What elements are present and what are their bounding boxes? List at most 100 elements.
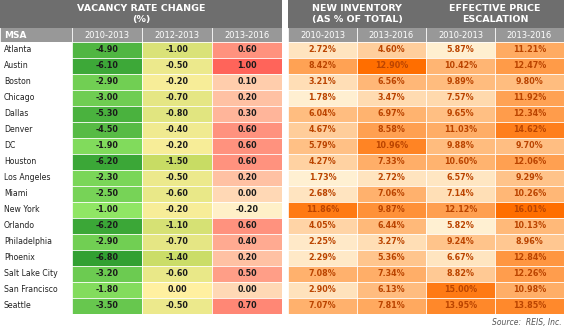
Bar [357,74,426,90]
Text: 6.57%: 6.57% [447,173,474,183]
Bar [495,250,564,266]
Text: Salt Lake City: Salt Lake City [4,270,58,278]
Bar [0,122,72,138]
Bar [426,106,495,122]
Text: 10.98%: 10.98% [513,286,546,294]
Text: -0.70: -0.70 [166,238,188,246]
Text: 0.40: 0.40 [237,238,257,246]
Text: Austin: Austin [4,62,29,70]
Bar [0,90,72,106]
Text: 12.06%: 12.06% [513,157,546,167]
Bar [212,28,282,42]
Text: -0.20: -0.20 [165,78,188,86]
Bar [495,154,564,170]
Text: -3.20: -3.20 [96,270,118,278]
Text: 2.29%: 2.29% [308,254,336,262]
Text: 5.82%: 5.82% [447,221,474,230]
Bar [0,28,72,42]
Bar [0,170,72,186]
Bar [142,154,212,170]
Bar [142,58,212,74]
Bar [142,106,212,122]
Text: 2013-2016: 2013-2016 [507,31,552,39]
Text: 15.00%: 15.00% [444,286,477,294]
Text: 10.42%: 10.42% [444,62,477,70]
Bar [0,154,72,170]
Bar [288,298,357,314]
Bar [142,90,212,106]
Text: New York: New York [4,205,40,215]
Bar [357,266,426,282]
Bar [357,58,426,74]
Bar [288,28,357,42]
Text: 0.20: 0.20 [237,254,257,262]
Bar [72,202,142,218]
Text: 0.00: 0.00 [237,286,257,294]
Bar [212,58,282,74]
Text: -1.10: -1.10 [166,221,188,230]
Bar [288,282,357,298]
Text: 7.33%: 7.33% [378,157,405,167]
Bar [426,250,495,266]
Bar [357,218,426,234]
Text: 5.79%: 5.79% [308,141,336,151]
Bar [0,0,282,28]
Bar [212,202,282,218]
Text: 0.20: 0.20 [237,94,257,102]
Text: 11.92%: 11.92% [513,94,546,102]
Text: 2012-2013: 2012-2013 [155,31,200,39]
Text: 9.80%: 9.80% [516,78,543,86]
Bar [426,90,495,106]
Bar [142,218,212,234]
Bar [495,106,564,122]
Bar [288,106,357,122]
Text: 10.13%: 10.13% [513,221,546,230]
Bar [212,298,282,314]
Bar [288,138,357,154]
Text: -0.20: -0.20 [235,205,259,215]
Bar [212,234,282,250]
Text: -4.90: -4.90 [96,46,118,54]
Text: 11.21%: 11.21% [513,46,546,54]
Text: -0.40: -0.40 [166,126,188,135]
Text: 9.89%: 9.89% [447,78,474,86]
Text: -6.10: -6.10 [96,62,118,70]
Bar [426,138,495,154]
Text: 4.60%: 4.60% [378,46,405,54]
Text: 7.06%: 7.06% [378,189,405,199]
Text: -3.00: -3.00 [96,94,118,102]
Text: 4.27%: 4.27% [308,157,336,167]
Text: 2.72%: 2.72% [378,173,405,183]
Text: Phoenix: Phoenix [4,254,35,262]
Text: -5.30: -5.30 [96,110,118,118]
Text: -6.20: -6.20 [96,221,118,230]
Bar [495,234,564,250]
Bar [212,170,282,186]
Bar [288,202,357,218]
Text: 1.00: 1.00 [237,62,257,70]
Bar [0,42,72,58]
Bar [495,28,564,42]
Text: 12.90%: 12.90% [375,62,408,70]
Text: VACANCY RATE CHANGE
(%): VACANCY RATE CHANGE (%) [77,4,205,24]
Bar [426,234,495,250]
Text: -4.50: -4.50 [96,126,118,135]
Bar [495,186,564,202]
Bar [0,106,72,122]
Text: Seattle: Seattle [4,302,32,310]
Text: 1.78%: 1.78% [308,94,336,102]
Text: -1.80: -1.80 [96,286,118,294]
Text: 11.86%: 11.86% [306,205,339,215]
Bar [72,250,142,266]
Bar [142,170,212,186]
Bar [357,186,426,202]
Text: -6.20: -6.20 [96,157,118,167]
Bar [212,186,282,202]
Bar [426,282,495,298]
Text: 0.00: 0.00 [237,189,257,199]
Text: 2.72%: 2.72% [308,46,336,54]
Bar [142,266,212,282]
Text: -2.30: -2.30 [96,173,118,183]
Text: 4.67%: 4.67% [308,126,336,135]
Text: San Francisco: San Francisco [4,286,58,294]
